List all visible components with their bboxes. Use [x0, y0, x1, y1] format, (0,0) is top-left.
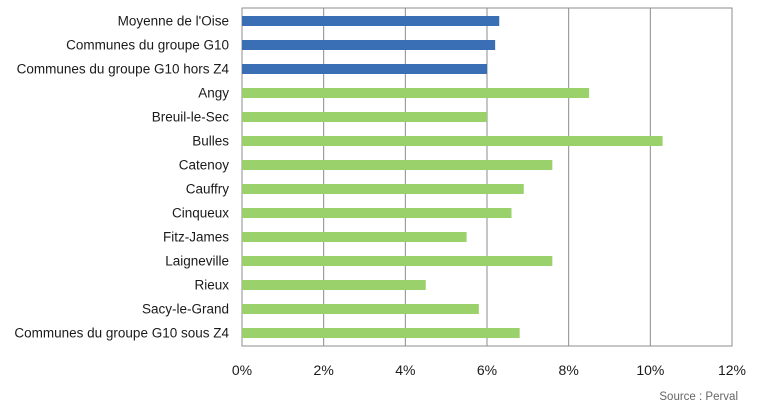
category-label: Breuil-le-Sec: [152, 110, 230, 125]
bar: [242, 208, 512, 218]
x-tick-label: 2%: [314, 362, 334, 378]
bar: [242, 328, 520, 338]
bar: [242, 112, 487, 122]
bar: [242, 88, 589, 98]
category-label: Moyenne de l'Oise: [118, 14, 229, 29]
category-label: Angy: [198, 86, 229, 101]
bar: [242, 16, 499, 26]
x-tick-label: 6%: [477, 362, 497, 378]
x-axis-ticks: 0% 2% 4% 6% 8% 10% 12%: [232, 362, 746, 378]
category-label: Laigneville: [165, 254, 229, 269]
x-tick-label: 12%: [718, 362, 746, 378]
bar: [242, 304, 479, 314]
category-label: Communes du groupe G10 hors Z4: [17, 62, 230, 77]
bar: [242, 160, 552, 170]
bar: [242, 280, 426, 290]
bar: [242, 136, 663, 146]
category-label: Catenoy: [179, 158, 230, 173]
grid: [242, 8, 732, 346]
bars: [242, 16, 663, 338]
bar: [242, 40, 495, 50]
x-tick-label: 10%: [636, 362, 664, 378]
source-note: Source : Perval: [659, 391, 738, 403]
bar: [242, 256, 552, 266]
bar: [242, 184, 524, 194]
category-label: Fitz-James: [163, 230, 229, 245]
bar: [242, 232, 467, 242]
category-label: Rieux: [194, 278, 229, 293]
x-tick-label: 4%: [395, 362, 415, 378]
category-label: Cinqueux: [172, 206, 229, 221]
category-label: Bulles: [192, 134, 229, 149]
category-label: Sacy-le-Grand: [142, 302, 229, 317]
x-tick-label: 8%: [559, 362, 579, 378]
category-label: Cauffry: [186, 182, 230, 197]
category-labels: Moyenne de l'Oise Communes du groupe G10 C…: [14, 14, 229, 341]
bar: [242, 64, 487, 74]
category-label: Communes du groupe G10 sous Z4: [14, 326, 229, 341]
category-label: Communes du groupe G10: [66, 38, 229, 53]
x-tick-label: 0%: [232, 362, 252, 378]
